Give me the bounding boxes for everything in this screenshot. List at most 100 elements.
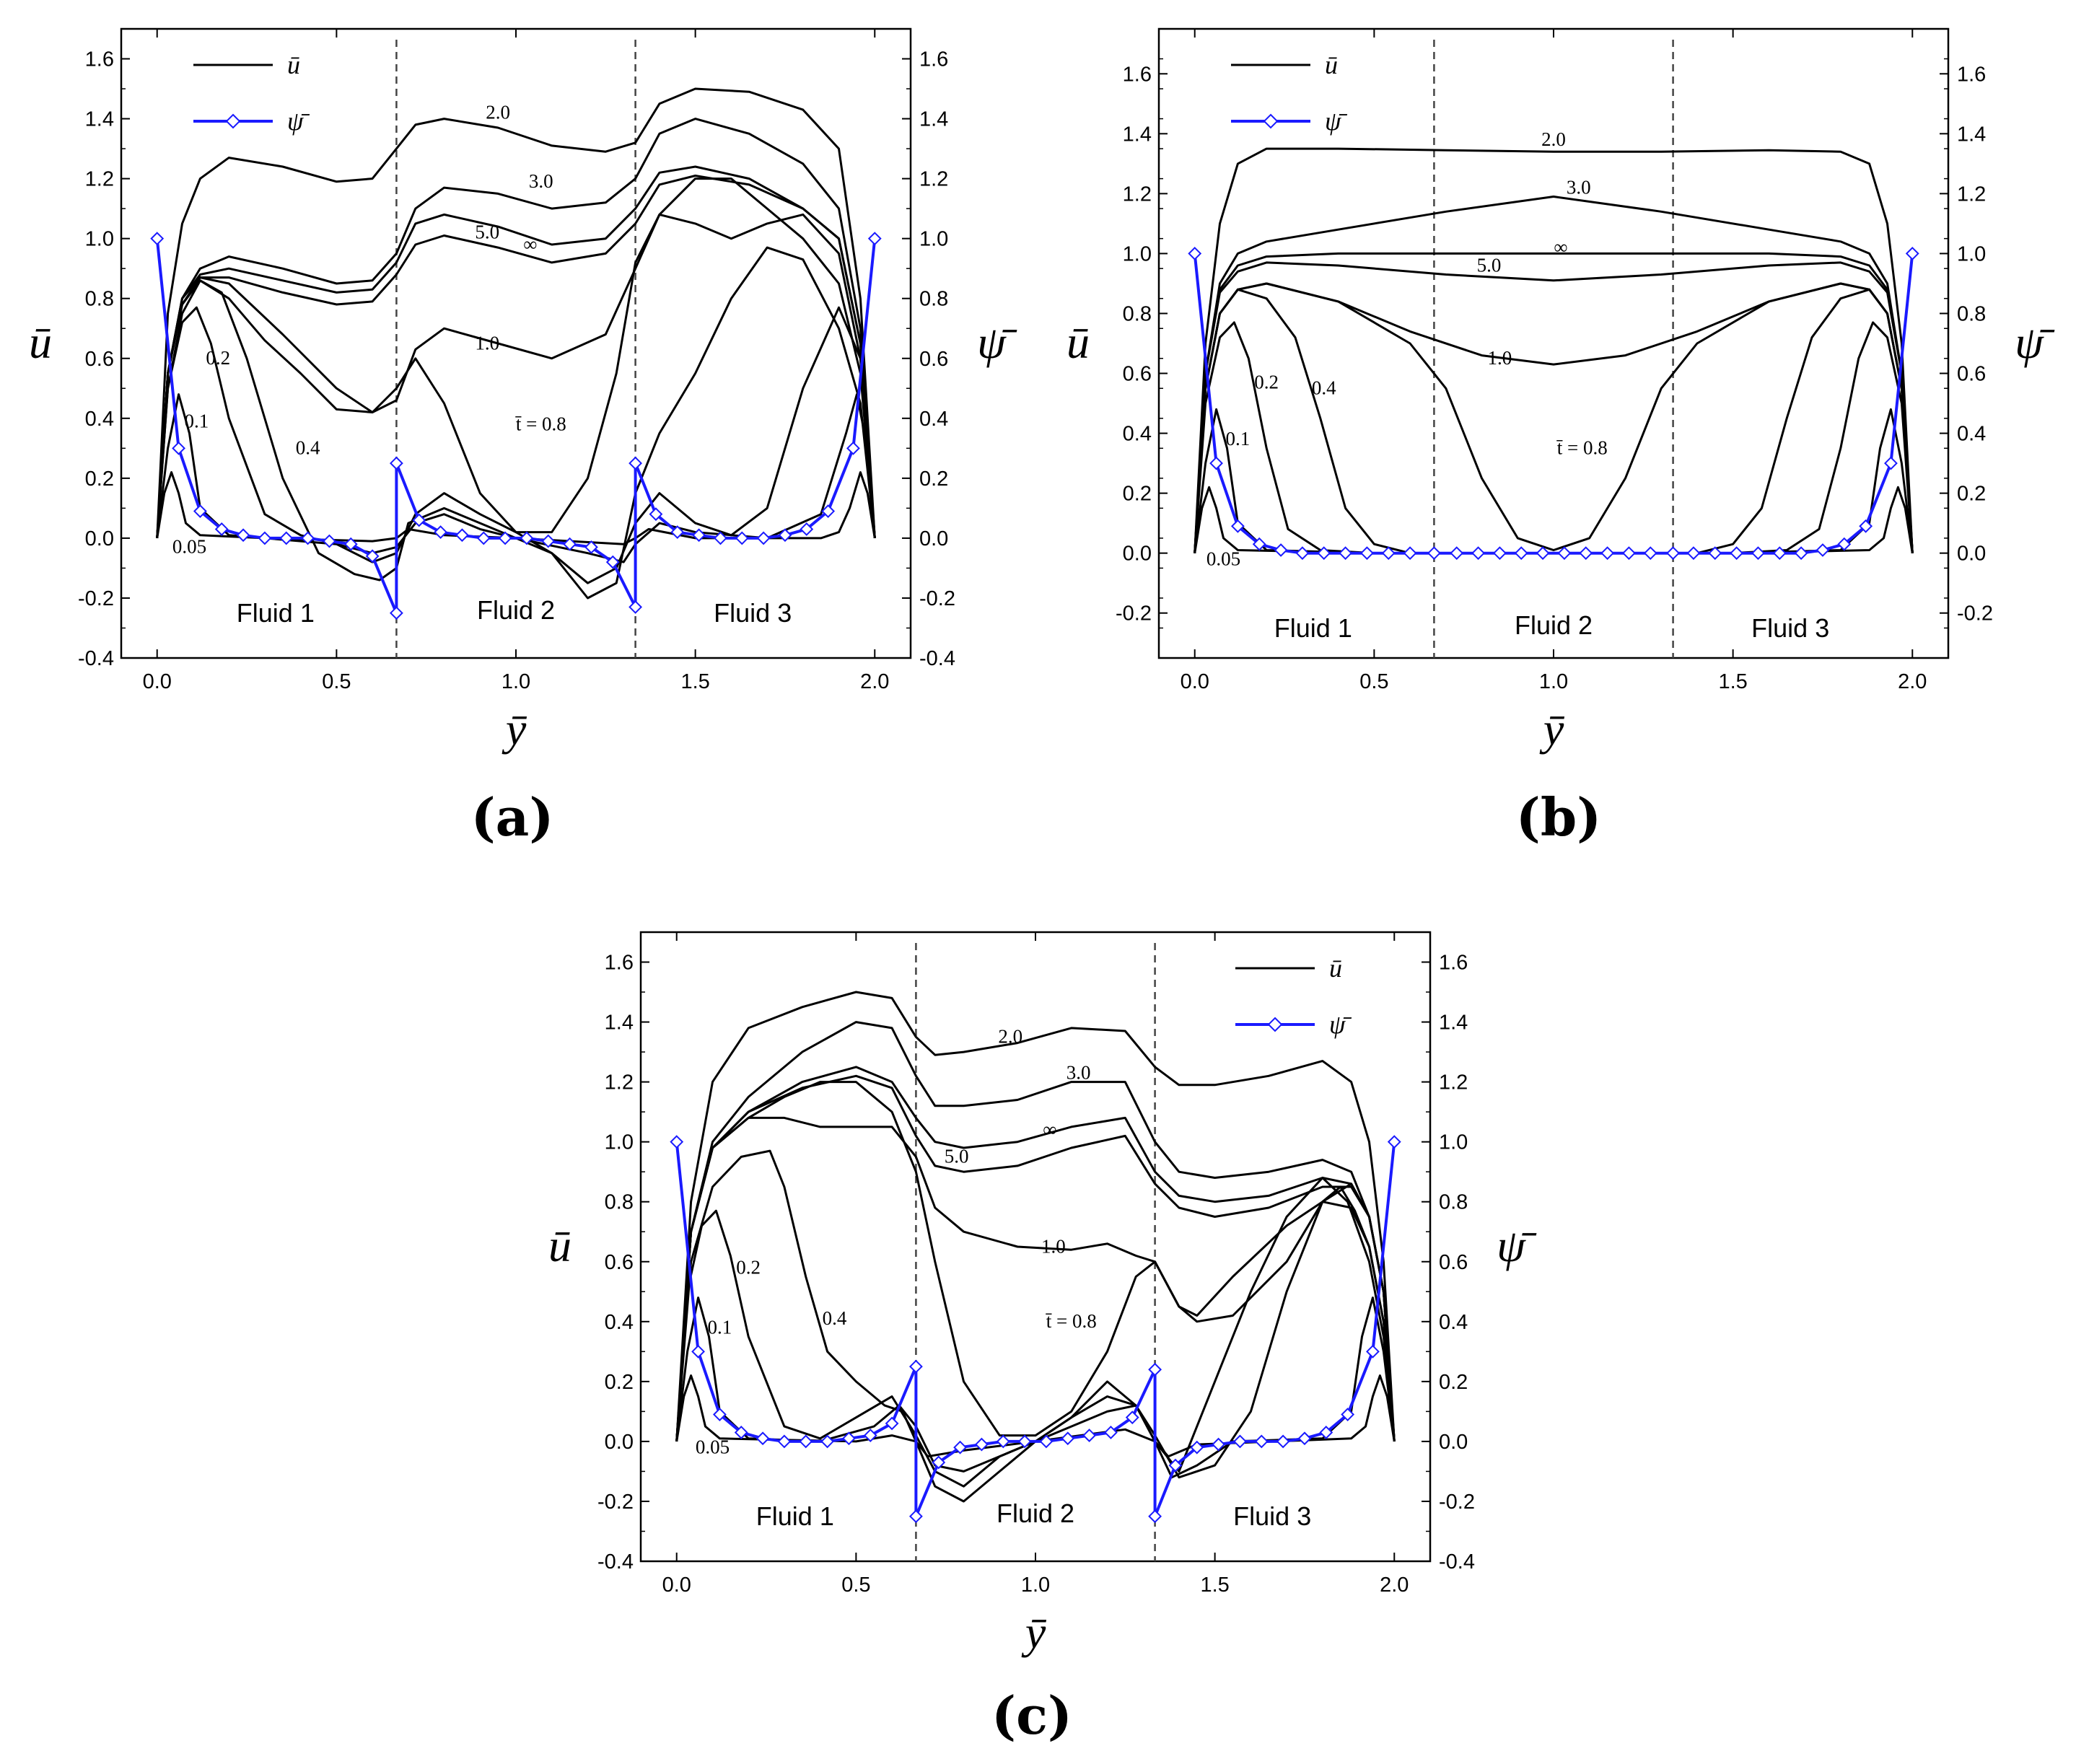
psi-marker (1212, 1437, 1226, 1452)
u-curve-3.0 (675, 1021, 1396, 1442)
y-tick-label: 1.2 (1123, 183, 1152, 206)
x-tick-label: 1.0 (1539, 670, 1568, 693)
y-tick-label-right: 0.8 (919, 288, 948, 311)
psi-marker (301, 531, 315, 545)
u-curve-2.0 (156, 87, 876, 538)
u-curve-5.0 (1194, 261, 1914, 553)
u-curve-0.05 (1194, 486, 1914, 555)
psi-marker (1536, 546, 1550, 561)
psi-marker (1837, 537, 1852, 551)
curve-label: 3.0 (1567, 176, 1591, 198)
legend-u-label: ū (287, 51, 300, 79)
y-tick-label: 0.8 (85, 288, 114, 311)
y-axis-title-left: ū (1067, 317, 1090, 368)
x-tick-label: 2.0 (860, 670, 889, 693)
legend-u-label: ū (1329, 954, 1342, 983)
psi-marker (389, 456, 403, 470)
y-tick-label: 1.6 (605, 952, 634, 975)
psi-marker (1816, 543, 1830, 557)
fluid-label: Fluid 3 (1751, 613, 1829, 643)
psi-marker (1708, 546, 1722, 561)
y-tick-label-right: 0.8 (1439, 1191, 1468, 1214)
y-tick-label: 1.4 (85, 108, 114, 131)
psi-marker (1317, 546, 1331, 561)
psi-marker (1254, 1434, 1269, 1449)
psi-marker (1295, 546, 1310, 561)
y-tick-label-right: 0.4 (1439, 1311, 1468, 1334)
x-tick-label: 0.5 (322, 670, 351, 693)
psi-marker (974, 1437, 989, 1452)
psi-marker (670, 1135, 684, 1149)
u-curve-2.0 (675, 991, 1396, 1442)
x-tick-label: 1.5 (1718, 670, 1747, 693)
psi-marker (649, 507, 663, 522)
u-curve-inf (1194, 252, 1914, 553)
y-tick-label: -0.4 (78, 647, 114, 670)
legend-psi-label: ψ̄ (1325, 107, 1347, 136)
psi-marker (1319, 1426, 1333, 1439)
psi-marker (193, 504, 207, 518)
curve-label: 3.0 (529, 170, 553, 192)
x-tick-label: 2.0 (1380, 1574, 1409, 1597)
psi-marker (412, 513, 426, 527)
psi-marker (323, 534, 336, 548)
psi-marker (279, 531, 294, 545)
u-curve-2.0 (1194, 147, 1914, 553)
psi-marker (1366, 1344, 1380, 1359)
y-tick-label: 0.6 (605, 1251, 634, 1274)
y-tick-label-right: -0.4 (1439, 1550, 1475, 1574)
psi-marker (629, 456, 643, 470)
panel-b: 0.0 0.5 1.0 1.5 2.0 -0.2 -0.2 0.0 0.0 0.2 0.2 0.4 0.… (1067, 27, 2055, 755)
curve-label: 0.05 (1206, 548, 1240, 569)
y-tick-label-right: 1.6 (1957, 63, 1986, 86)
y-tick-label-right: 1.4 (1957, 123, 1986, 146)
y-tick-label-right: 1.0 (1957, 242, 1986, 266)
y-tick-label: 0.8 (605, 1191, 634, 1214)
psi-marker (821, 504, 836, 518)
y-tick-label: -0.4 (597, 1550, 634, 1574)
y-tick-label-right: 0.2 (1957, 483, 1986, 506)
curve-label: t̄ = 0.8 (514, 413, 566, 434)
panel-a: 0.0 0.5 1.0 1.5 2.0 -0.4 -0.4 -0.2 -0.2 0.0 0.0 0.2… (29, 27, 1017, 755)
fluid-label: Fluid 3 (714, 598, 792, 628)
u-curve-0.05 (675, 1374, 1396, 1458)
psi-marker (1643, 546, 1657, 561)
psi-marker (1859, 519, 1873, 533)
legend-psi-marker (1267, 1017, 1283, 1032)
y-axis-title-left: ū (29, 317, 52, 368)
psi-marker (1622, 546, 1636, 561)
fluid-label: Fluid 3 (1233, 1501, 1311, 1531)
x-tick-label: 2.0 (1898, 670, 1927, 693)
psi-marker (455, 528, 469, 543)
legend-psi-label: ψ̄ (1329, 1010, 1352, 1039)
curve-label: 2.0 (998, 1026, 1022, 1048)
psi-marker (734, 1426, 748, 1439)
y-tick-label-right: 0.6 (1439, 1251, 1468, 1274)
psi-marker (629, 600, 643, 614)
curve-label: ∞ (523, 233, 537, 255)
psi-marker (214, 522, 229, 536)
fluid-label: Fluid 2 (477, 595, 555, 625)
fluid-label: Fluid 1 (756, 1501, 834, 1531)
y-tick-label: -0.2 (1116, 602, 1152, 626)
psi-marker (908, 1359, 923, 1374)
u-curve-1.0 (1194, 282, 1914, 553)
psi-marker (1686, 546, 1701, 561)
y-axis-title-right: ψ̄ (1497, 1220, 1537, 1271)
y-tick-label: 0.4 (605, 1311, 634, 1334)
y-tick-label-right: 1.4 (919, 108, 948, 131)
psi-marker (1387, 1135, 1401, 1149)
psi-marker (1403, 546, 1417, 561)
psi-marker (1252, 537, 1266, 551)
psi-marker (932, 1455, 946, 1470)
x-tick-label: 1.0 (502, 670, 530, 693)
curve-label: 1.0 (475, 332, 499, 354)
y-tick-label-right: 0.2 (919, 468, 948, 491)
x-tick-label: 1.5 (1200, 1574, 1229, 1597)
psi-marker (150, 232, 165, 246)
psi-marker (867, 232, 882, 246)
psi-marker (389, 606, 403, 620)
plot-frame (1157, 27, 1950, 659)
psi-marker (1579, 546, 1593, 561)
psi-marker (1381, 546, 1396, 561)
